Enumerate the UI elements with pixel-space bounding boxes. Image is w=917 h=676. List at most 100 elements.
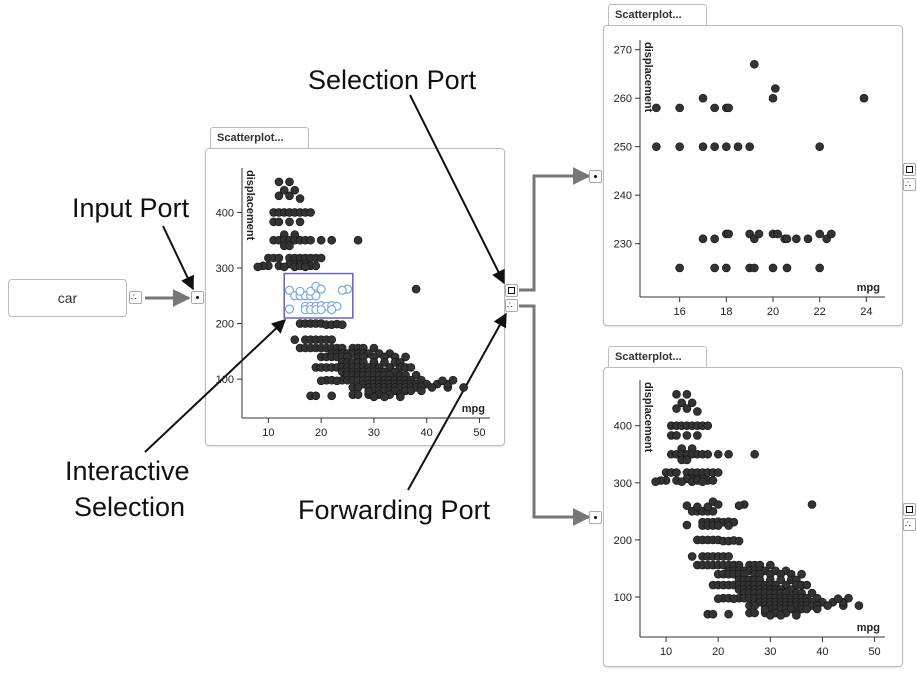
data-point[interactable] [285, 177, 294, 187]
source-node-car[interactable]: car [8, 279, 127, 317]
data-point[interactable] [316, 376, 326, 386]
data-point[interactable] [745, 142, 754, 151]
panel-3-input-port[interactable] [589, 511, 602, 524]
data-point[interactable] [713, 500, 723, 509]
selected-point[interactable] [316, 284, 326, 294]
data-point[interactable] [290, 335, 300, 344]
data-point[interactable] [703, 421, 713, 430]
data-point[interactable] [713, 468, 723, 477]
data-point[interactable] [734, 501, 744, 510]
data-point[interactable] [703, 502, 713, 512]
selection-brush[interactable] [283, 272, 354, 319]
data-point[interactable] [693, 407, 702, 416]
data-point[interactable] [295, 194, 305, 203]
panel-2-tab[interactable]: Scatterplot... [608, 4, 707, 26]
data-point[interactable] [652, 103, 661, 113]
data-point[interactable] [682, 404, 692, 413]
data-point[interactable] [827, 229, 836, 239]
data-point[interactable] [672, 404, 681, 413]
data-point[interactable] [750, 263, 759, 273]
data-point[interactable] [682, 520, 692, 530]
data-point[interactable] [311, 261, 321, 271]
data-point[interactable] [724, 229, 733, 239]
data-point[interactable] [782, 263, 792, 273]
data-point[interactable] [760, 605, 770, 614]
data-point[interactable] [708, 476, 718, 485]
data-point[interactable] [698, 477, 707, 486]
data-point[interactable] [823, 601, 832, 610]
data-point[interactable] [274, 177, 284, 187]
data-point[interactable] [353, 383, 363, 392]
data-point[interactable] [854, 601, 864, 610]
data-point[interactable] [682, 455, 692, 465]
panel-2-selection-port[interactable] [903, 163, 916, 176]
panel-3-selection-port[interactable] [903, 503, 916, 516]
data-point[interactable] [380, 358, 389, 367]
data-point[interactable] [295, 217, 305, 227]
data-point[interactable] [459, 383, 468, 392]
data-point[interactable] [327, 235, 337, 245]
data-point[interactable] [285, 191, 294, 201]
panel-1-tab[interactable]: Scatterplot... [210, 127, 309, 149]
data-point[interactable] [332, 376, 342, 386]
data-point[interactable] [733, 142, 743, 151]
panel-1-forwarding-port[interactable]: ∴ [505, 299, 518, 312]
data-point[interactable] [411, 284, 421, 294]
data-point[interactable] [672, 431, 681, 440]
data-point[interactable] [285, 217, 294, 227]
data-point[interactable] [698, 234, 708, 244]
data-point[interactable] [773, 229, 782, 239]
data-point[interactable] [703, 449, 713, 459]
data-point[interactable] [651, 477, 660, 486]
data-point[interactable] [724, 609, 733, 619]
data-point[interactable] [427, 383, 437, 392]
data-point[interactable] [411, 370, 421, 380]
data-point[interactable] [754, 229, 764, 239]
data-point[interactable] [708, 609, 718, 619]
selected-point[interactable] [337, 285, 347, 295]
data-point[interactable] [750, 608, 759, 618]
data-point[interactable] [750, 601, 759, 610]
selected-point[interactable] [316, 305, 326, 315]
data-point[interactable] [693, 431, 702, 440]
panel-3-tab[interactable]: Scatterplot... [608, 346, 707, 368]
data-point[interactable] [677, 477, 687, 486]
data-point[interactable] [729, 594, 739, 604]
data-point[interactable] [682, 501, 692, 510]
panel-3-forwarding-port[interactable]: ∴ [903, 518, 916, 531]
data-point[interactable] [438, 376, 447, 386]
data-point[interactable] [710, 103, 719, 113]
data-point[interactable] [698, 93, 708, 103]
data-point[interactable] [812, 604, 822, 614]
data-point[interactable] [766, 610, 775, 620]
data-point[interactable] [713, 594, 723, 604]
data-point[interactable] [279, 185, 289, 195]
data-point[interactable] [285, 241, 294, 251]
data-point[interactable] [792, 234, 801, 244]
data-point[interactable] [401, 352, 410, 362]
data-point[interactable] [771, 84, 780, 93]
data-point[interactable] [301, 262, 310, 272]
data-point[interactable] [797, 569, 806, 579]
scatterplot-3[interactable]: 10 20 30 40 50 100 200 300 400 mpg displacement [614, 380, 885, 658]
data-point[interactable] [448, 375, 458, 385]
data-point[interactable] [713, 521, 723, 530]
data-point[interactable] [776, 610, 786, 620]
data-point[interactable] [672, 468, 681, 477]
data-point[interactable] [253, 262, 263, 272]
data-point[interactable] [766, 560, 775, 570]
data-point[interactable] [698, 142, 708, 151]
data-point[interactable] [803, 234, 813, 244]
data-point[interactable] [682, 389, 692, 399]
data-point[interactable] [369, 343, 379, 353]
data-point[interactable] [734, 536, 744, 546]
data-point[interactable] [274, 217, 284, 227]
data-point[interactable] [815, 263, 824, 273]
data-point[interactable] [675, 142, 684, 151]
data-point[interactable] [807, 500, 817, 509]
data-point[interactable] [792, 610, 801, 620]
data-point[interactable] [353, 235, 363, 245]
selected-point[interactable] [284, 304, 295, 314]
data-point[interactable] [768, 263, 778, 273]
data-point[interactable] [406, 386, 416, 396]
